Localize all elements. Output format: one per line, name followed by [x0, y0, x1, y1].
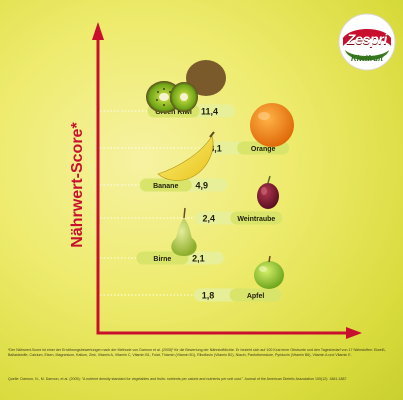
category-label: Banane: [153, 183, 178, 190]
orange-icon: [250, 103, 294, 147]
logo-subline: Kiwifruit: [351, 54, 383, 63]
kiwi-icon: [146, 60, 226, 113]
category-label: Apfel: [247, 293, 265, 300]
category-label: Birne: [153, 256, 171, 263]
value-label: 8,1: [209, 144, 222, 154]
category-tag: [136, 251, 189, 265]
fruit-illustrations: [146, 60, 294, 289]
x-axis-arrowhead: [346, 327, 362, 339]
banana-icon: [157, 131, 215, 181]
category-label: Green Kiwi: [155, 109, 192, 116]
bars-layer: Green Kiwi 11,4 Orange 8,1 Banane 4,9 Weintrau…: [100, 104, 290, 302]
category-label: Orange: [251, 146, 276, 153]
category-label: Weintraube: [237, 216, 275, 223]
value-label: 11,4: [201, 107, 218, 117]
logo-wordmark: Zespri: [346, 31, 388, 47]
value-label: 2,1: [192, 254, 205, 264]
category-tag: [230, 211, 283, 225]
apple-icon: [254, 255, 284, 289]
footnote-source: Quelle: Darmon, N., M. Darmon, et al. (2…: [8, 377, 347, 381]
y-axis-arrowhead: [92, 22, 104, 40]
value-label: 4,9: [195, 181, 208, 191]
y-axis-label: Nährwert-Score*: [69, 122, 86, 248]
value-label: 2,4: [202, 214, 215, 224]
pear-icon: [171, 207, 197, 256]
category-tag: [139, 178, 192, 192]
footnote-method: *Der Nährwert-Score ist einer der Ernähr…: [8, 348, 386, 357]
value-label: 1,8: [202, 291, 215, 301]
grape-icon: [257, 175, 279, 209]
logo-badge-icon: [338, 13, 396, 71]
zespri-logo: Zespri Kiwifruit: [337, 12, 397, 72]
category-tag: [229, 288, 282, 302]
